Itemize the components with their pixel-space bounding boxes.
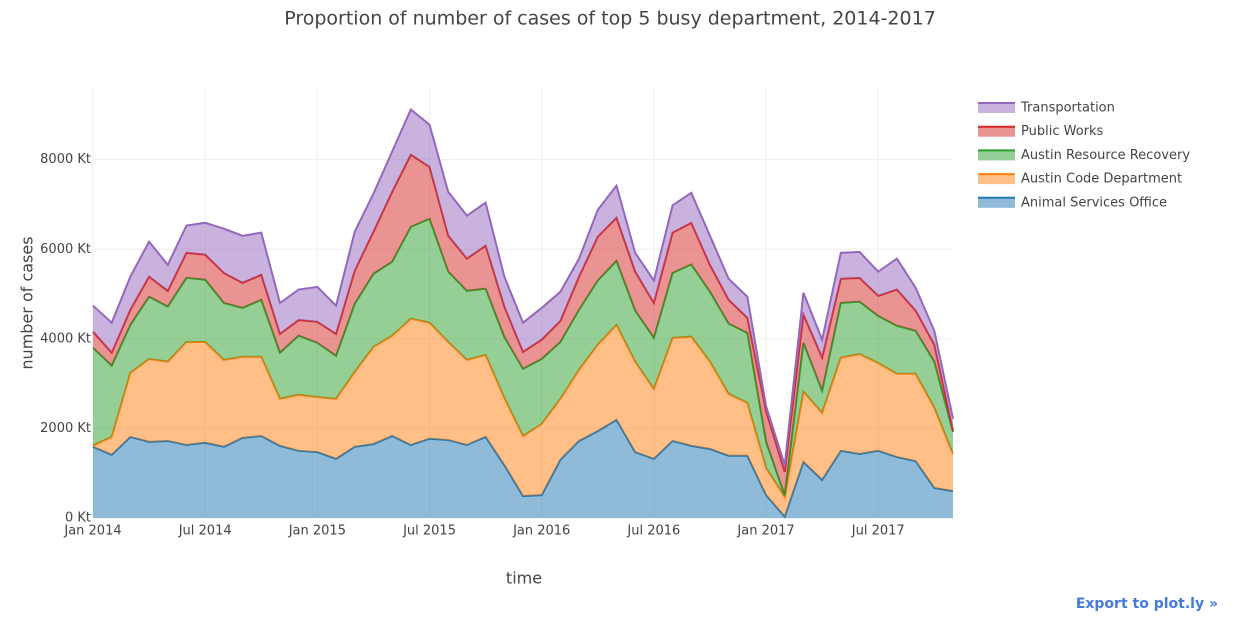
legend-swatch [978,197,1015,208]
x-tick-label: Jul 2017 [851,524,905,539]
x-tick-label: Jan 2017 [736,524,794,539]
area-line [92,153,954,473]
legend-label: Animal Services Office [1021,195,1167,210]
area [93,218,953,497]
legend-label: Austin Resource Recovery [1021,148,1190,163]
export-link[interactable]: Export to plot.ly » [1076,596,1218,612]
x-tick-label: Jan 2015 [288,524,346,539]
y-tick-label: 8000 Kt [40,152,91,167]
y-axis-title: number of cases [18,236,37,369]
legend-swatch [978,174,1015,185]
y-tick-label: 2000 Kt [40,421,91,436]
x-tick-label: Jul 2015 [402,524,456,539]
area [93,419,953,518]
x-axis-title: time [506,569,542,588]
area [93,318,953,517]
legend-swatch [978,126,1015,137]
area-line [92,107,954,466]
legend-label: Public Works [1021,124,1104,139]
legend-label: Austin Code Department [1021,172,1182,187]
legend-swatch [978,103,1015,113]
x-tick-label: Jul 2014 [178,524,232,539]
chart-title: Proportion of number of cases of top 5 b… [284,8,936,30]
y-tick-label: 0 Kt [65,511,91,526]
legend-label: Transportation [1020,101,1115,116]
x-tick-label: Jan 2016 [512,524,570,539]
legend-swatch [978,150,1015,161]
x-tick-label: Jan 2014 [63,524,121,539]
y-tick-label: 6000 Kt [40,242,91,257]
y-tick-label: 4000 Kt [40,331,91,346]
x-tick-label: Jul 2016 [626,524,680,539]
